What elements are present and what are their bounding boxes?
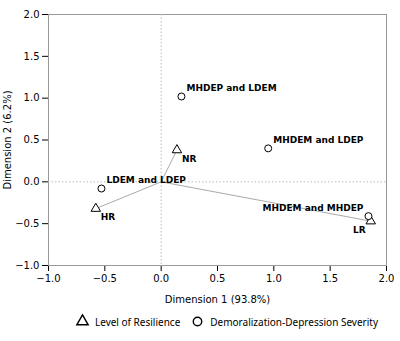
svg-text:LDEM and LDEP: LDEM and LDEP	[106, 175, 186, 185]
svg-text:MHDEP and LDEM: MHDEP and LDEM	[186, 83, 276, 93]
svg-text:2.0: 2.0	[24, 9, 40, 20]
svg-text:Dimension 2 (6.2%): Dimension 2 (6.2%)	[2, 90, 13, 189]
svg-text:NR: NR	[182, 154, 197, 164]
svg-text:0.0: 0.0	[153, 273, 169, 284]
svg-text:0.5: 0.5	[210, 273, 226, 284]
svg-text:LR: LR	[353, 225, 366, 235]
svg-text:−1.0: −1.0	[15, 260, 39, 271]
svg-text:Dimension 1 (93.8%): Dimension 1 (93.8%)	[165, 294, 271, 305]
svg-text:1.0: 1.0	[24, 92, 40, 103]
svg-text:1.5: 1.5	[24, 51, 40, 62]
html-text:Demoralization-Depression Seve: Demoralization-Depression Severity	[210, 314, 378, 329]
svg-text:MHDEM and MHDEP: MHDEM and MHDEP	[263, 203, 364, 213]
svg-text:HR: HR	[101, 212, 116, 222]
svg-text:−0.5: −0.5	[15, 218, 39, 229]
svg-text:MHDEM and LDEP: MHDEM and LDEP	[273, 135, 364, 145]
svg-text:1.0: 1.0	[266, 273, 282, 284]
svg-text:0.5: 0.5	[24, 134, 40, 145]
svg-text:−0.5: −0.5	[93, 273, 117, 284]
html-text:Level of Resilience: Level of Resilience	[95, 314, 181, 329]
svg-text:1.5: 1.5	[322, 273, 338, 284]
svg-text:0.0: 0.0	[24, 176, 40, 187]
svg-text:−1.0: −1.0	[36, 273, 60, 284]
svg-text:2.0: 2.0	[379, 273, 395, 284]
